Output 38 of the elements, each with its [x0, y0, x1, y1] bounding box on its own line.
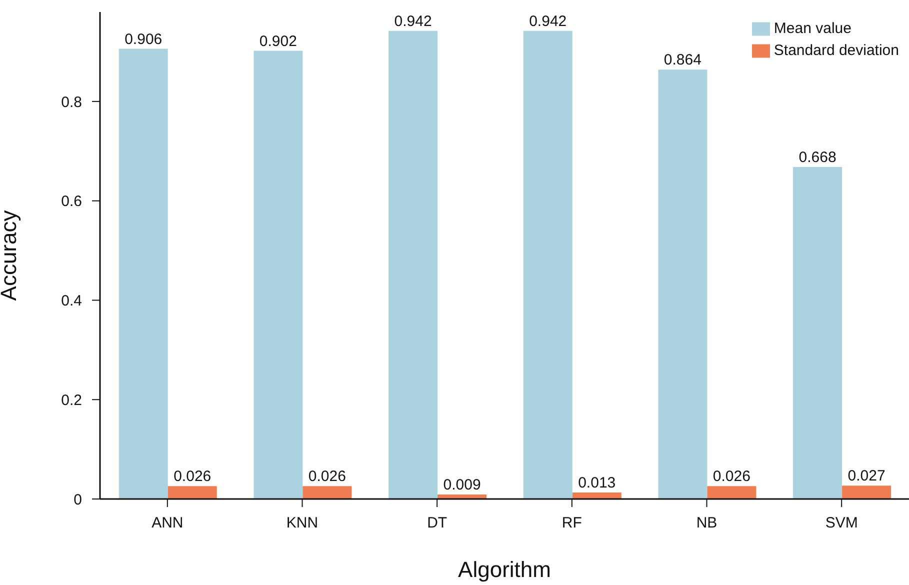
- data-label: 0.864: [664, 52, 702, 69]
- x-tick-label: RF: [562, 514, 582, 532]
- data-label: 0.009: [443, 476, 481, 494]
- y-tick-label: 0.6: [61, 193, 82, 210]
- x-axis-title: Algorithm: [458, 557, 551, 582]
- bar: [523, 30, 572, 499]
- x-tick-label: DT: [427, 514, 448, 532]
- legend-label: Standard deviation: [774, 42, 899, 59]
- bar: [793, 167, 842, 499]
- y-tick-label: 0: [74, 491, 82, 508]
- bar: [842, 486, 892, 499]
- bar: [168, 486, 217, 499]
- data-label: 0.906: [124, 30, 162, 48]
- bar: [707, 486, 756, 499]
- bar: [302, 486, 352, 499]
- x-tick-label: KNN: [286, 514, 318, 532]
- y-tick-label: 0.2: [61, 392, 82, 409]
- bar: [388, 30, 438, 499]
- data-label: 0.026: [308, 468, 346, 486]
- x-tick-label: SVM: [825, 514, 858, 532]
- data-label: 0.942: [529, 12, 567, 30]
- data-label: 0.902: [259, 32, 297, 50]
- data-label: 0.026: [712, 468, 750, 486]
- x-tick-label: ANN: [152, 514, 184, 532]
- bar: [118, 48, 168, 499]
- bar: [572, 492, 622, 499]
- y-tick-label: 0.8: [61, 94, 82, 111]
- data-label: 0.026: [174, 468, 212, 486]
- y-axis-title: Accuracy: [0, 210, 21, 301]
- data-label: 0.013: [578, 474, 616, 492]
- y-tick-label: 0.4: [61, 292, 82, 310]
- bar: [254, 50, 303, 499]
- data-label: 0.668: [798, 149, 836, 166]
- data-label: 0.027: [848, 468, 886, 485]
- data-label: 0.942: [394, 12, 432, 30]
- legend-label: Mean value: [774, 20, 852, 37]
- x-tick-label: NB: [696, 514, 718, 532]
- bar: [658, 70, 708, 499]
